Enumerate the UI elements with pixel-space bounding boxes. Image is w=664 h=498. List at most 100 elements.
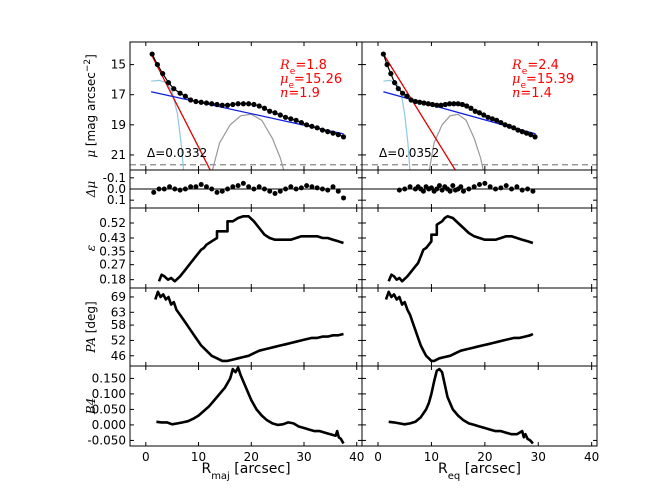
y-tick-label: -0.1 (103, 171, 126, 185)
x-axis-label: Req [arcsec] (438, 461, 521, 482)
residual-point (466, 186, 472, 192)
data-point (528, 132, 534, 138)
data-point (319, 127, 326, 133)
y-tick-label: 63 (111, 305, 126, 319)
y-tick-label: 0.43 (99, 231, 126, 245)
panel-frame (361, 207, 598, 289)
b4-curve (388, 367, 534, 445)
data-point (472, 108, 478, 114)
residual-point (434, 186, 440, 192)
data-point (388, 71, 394, 77)
param-mue-sub: e (288, 81, 294, 91)
x-tick-label: 20 (477, 450, 492, 464)
plot-area-mu_profile (362, 51, 597, 170)
data-point (399, 90, 406, 96)
y-tick-label: 0.100 (92, 387, 126, 401)
param-mue: μe=15.26 (280, 72, 342, 91)
data-point (442, 101, 448, 108)
data-point (421, 100, 427, 106)
data-point (154, 61, 161, 68)
data-point (391, 80, 398, 86)
data-point (438, 102, 444, 108)
data-point (293, 117, 299, 123)
mu-y-axis-label-part: [mag arcsec (84, 72, 98, 150)
data-point (532, 134, 538, 140)
residual-point (151, 189, 157, 195)
ellipticity-y-axis-label: ε (84, 245, 98, 251)
residual-point (407, 184, 413, 190)
data-point (235, 101, 241, 107)
residual-point (420, 188, 426, 194)
y-tick-label: 58 (111, 318, 126, 332)
residual-point (330, 184, 336, 190)
y-tick-label: 52 (111, 333, 126, 347)
param-re-symbol: R (511, 58, 522, 73)
pa-y-axis-label: PA [deg] (84, 301, 98, 353)
y-tick-label: 17 (111, 88, 126, 102)
param-mue-value: =15.39 (526, 72, 574, 87)
residual-point (458, 184, 464, 190)
residual-point (530, 188, 536, 194)
data-point (468, 105, 474, 111)
ellipticity-y-axis-label-part: ε (84, 245, 98, 251)
mu-y-axis-label: μ [mag arcsec−2] (83, 54, 98, 158)
residual-point (251, 186, 257, 192)
residual-point (503, 183, 509, 189)
data-point (515, 127, 521, 133)
data-point (298, 119, 304, 126)
param-n-value: =1.9 (288, 86, 320, 101)
data-point (459, 101, 466, 108)
data-point (209, 101, 215, 107)
residual-point (203, 184, 209, 190)
data-point (282, 114, 289, 120)
y-tick-label: 0.050 (92, 402, 126, 416)
bar-component-curve (428, 113, 484, 170)
data-point (380, 51, 386, 57)
x-tick-label: 20 (244, 450, 259, 464)
x-label-main: R (438, 461, 448, 477)
residual-point (219, 188, 225, 194)
data-point (267, 108, 273, 114)
residual-point (177, 187, 183, 193)
data-point (246, 101, 252, 107)
data-point (493, 117, 500, 123)
residual-point (298, 185, 304, 191)
x-label-sub: eq (448, 471, 461, 482)
psf-component-curve (151, 79, 185, 170)
data-point (481, 112, 487, 118)
data-point (309, 123, 315, 129)
residual-y-axis-label: Δμ (84, 181, 98, 199)
x-tick-label: 40 (584, 450, 599, 464)
residual-point (198, 182, 204, 188)
residual-point (283, 186, 289, 192)
pa-y-axis-label-part: [deg] (84, 301, 98, 337)
data-point (149, 51, 155, 57)
y-tick-label: 0.150 (92, 371, 126, 385)
residual-point (519, 187, 525, 193)
plot-area-position_angle (384, 290, 534, 363)
residual-point (172, 186, 178, 192)
position_angle-curve (384, 290, 534, 363)
param-n: n=1.4 (512, 86, 552, 101)
ellipticity-curve (157, 215, 344, 283)
residual-point (188, 184, 194, 190)
residual-point (156, 186, 162, 192)
residual-point (335, 188, 341, 194)
y-tick-label: 0.18 (99, 273, 126, 287)
residual-point (450, 183, 456, 189)
param-n-symbol: n (512, 86, 520, 101)
residual-point (460, 188, 466, 194)
b4-y-axis-label: B4 (84, 398, 98, 415)
data-point (314, 125, 320, 131)
plot-area-position_angle (154, 290, 344, 363)
data-point (425, 101, 431, 107)
data-point (256, 103, 262, 109)
residual-point (439, 187, 445, 193)
plot-area-ellipticity (387, 215, 534, 283)
param-n-symbol: n (280, 86, 288, 101)
data-point (198, 99, 204, 105)
b4-y-axis-label-part: B4 (84, 398, 98, 415)
residual-point (341, 195, 347, 201)
residual-point (482, 180, 488, 186)
y-tick-label: 15 (111, 58, 126, 72)
